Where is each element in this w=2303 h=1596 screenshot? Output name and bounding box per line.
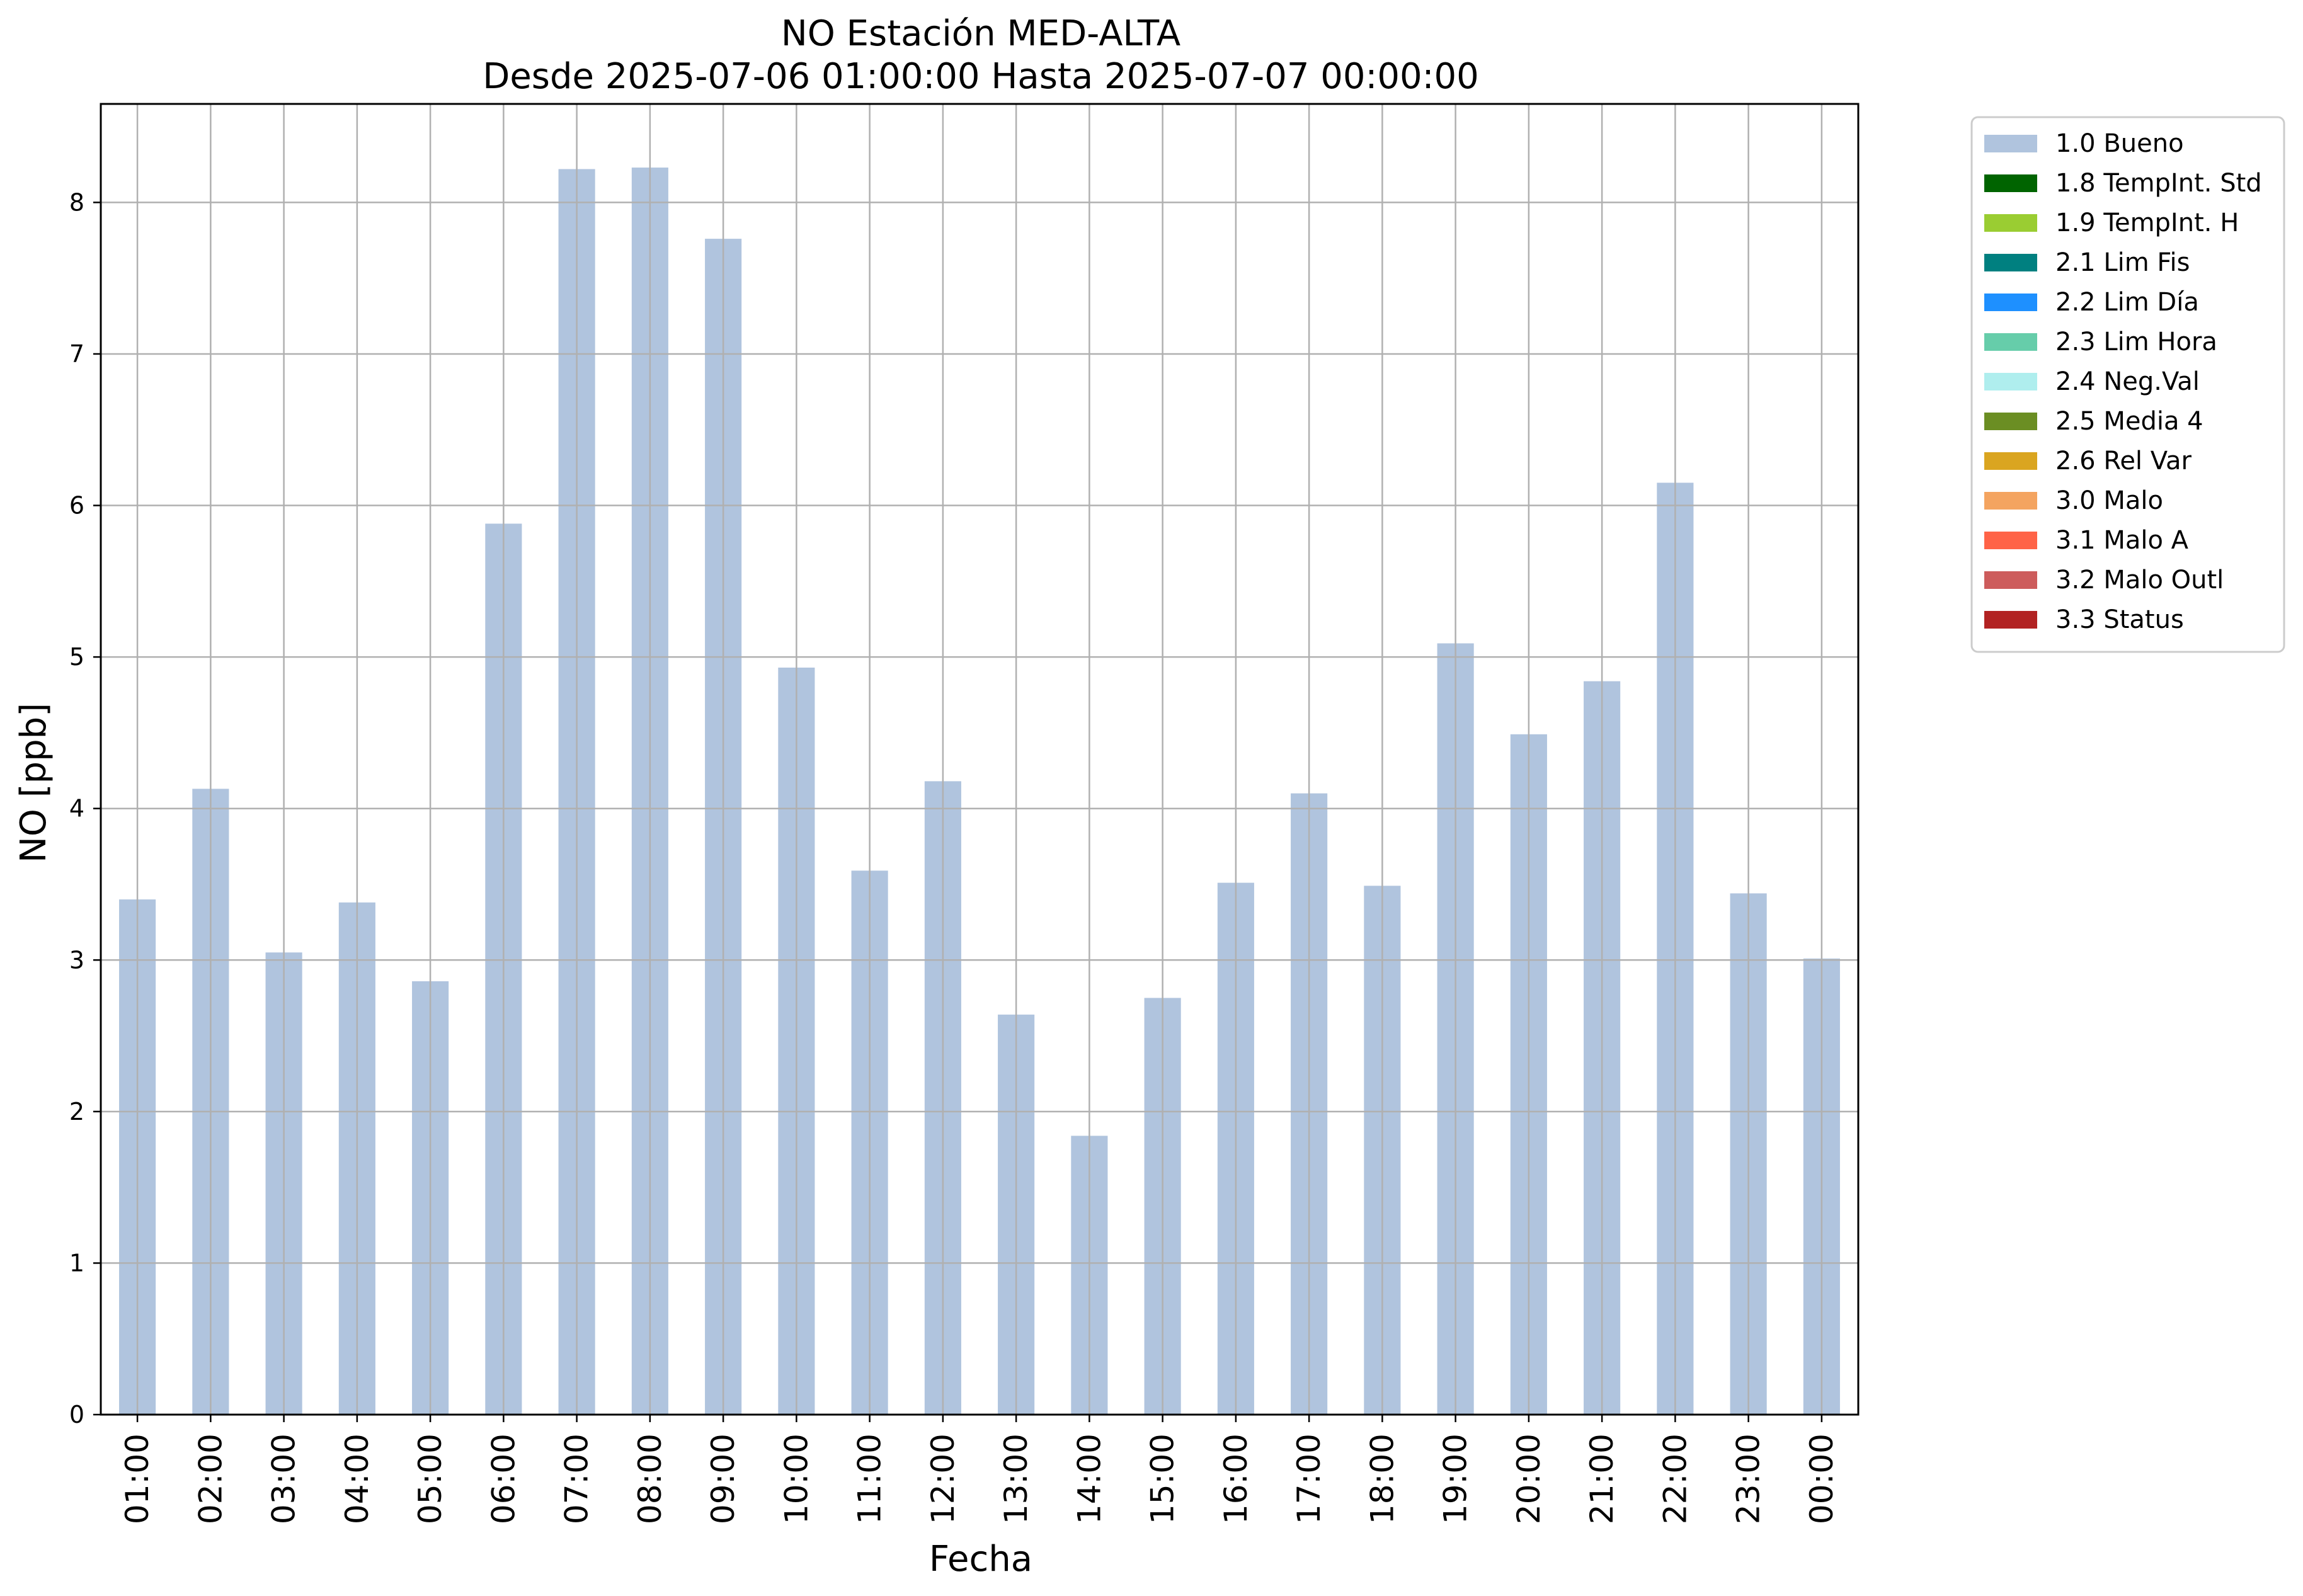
legend-label: 2.2 Lim Día (2055, 288, 2199, 317)
legend-label: 3.3 Status (2055, 605, 2184, 634)
legend-label: 3.2 Malo Outl (2055, 566, 2224, 595)
x-tick-label: 19:00 (1437, 1434, 1474, 1524)
y-tick-label: 8 (69, 188, 84, 216)
legend-swatch (1984, 373, 2037, 390)
legend-label: 2.3 Lim Hora (2055, 328, 2217, 356)
x-tick-label: 05:00 (412, 1434, 449, 1524)
legend-swatch (1984, 413, 2037, 430)
legend-swatch (1984, 452, 2037, 470)
x-axis-label: Fecha (929, 1539, 1032, 1580)
x-tick-label: 15:00 (1145, 1434, 1181, 1524)
legend-swatch (1984, 174, 2037, 192)
x-tick-label: 01:00 (119, 1434, 156, 1524)
x-tick-label: 13:00 (998, 1434, 1034, 1524)
x-tick-label: 22:00 (1657, 1434, 1693, 1524)
legend: 1.0 Bueno 1.8 TempInt. Std 1.9 TempInt. H 2… (1970, 116, 2285, 653)
x-tick-label: 23:00 (1730, 1434, 1767, 1524)
y-tick-label: 1 (69, 1249, 84, 1277)
chart-subtitle: Desde 2025-07-06 01:00:00 Hasta 2025-07-… (483, 56, 1479, 97)
x-tick-label: 21:00 (1584, 1434, 1620, 1524)
x-tick-label: 18:00 (1364, 1434, 1400, 1524)
x-tick-label: 10:00 (778, 1434, 814, 1524)
legend-label: 2.5 Media 4 (2055, 407, 2203, 436)
x-tick-label: 09:00 (705, 1434, 741, 1524)
x-tick-label: 14:00 (1071, 1434, 1107, 1524)
y-tick-label: 5 (69, 643, 84, 671)
x-tick-label: 03:00 (266, 1434, 302, 1524)
legend-swatch (1984, 333, 2037, 351)
plot-frame (100, 103, 1860, 1416)
y-axis-label: NO [ppb] (13, 703, 54, 863)
legend-label: 3.1 Malo A (2055, 526, 2189, 555)
y-tick-label: 3 (69, 946, 84, 974)
x-tick-label: 02:00 (192, 1434, 229, 1524)
plot-area: 0 1 2 3 4 5 6 7 8 01:00 02:00 03:00 04:00 05:00 06:00 0… (69, 103, 1860, 1524)
x-tick-label: 20:00 (1511, 1434, 1547, 1524)
legend-swatch (1984, 294, 2037, 311)
y-tick-label: 2 (69, 1098, 84, 1126)
y-tick-label: 0 (69, 1401, 84, 1428)
x-tick-label: 04:00 (339, 1434, 375, 1524)
x-tick-label: 00:00 (1803, 1434, 1840, 1524)
y-tick-label: 4 (69, 795, 84, 823)
legend-swatch (1984, 571, 2037, 589)
x-tick-label: 11:00 (852, 1434, 888, 1524)
chart-title: NO Estación MED-ALTA (781, 13, 1180, 54)
x-tick-label: 16:00 (1218, 1434, 1254, 1524)
x-tick-label: 07:00 (559, 1434, 595, 1524)
x-tick-label: 17:00 (1291, 1434, 1327, 1524)
x-tick-label: 08:00 (632, 1434, 668, 1524)
legend-swatch (1984, 532, 2037, 549)
x-tick-label: 12:00 (925, 1434, 961, 1524)
legend-swatch (1984, 492, 2037, 510)
legend-label: 3.0 Malo (2055, 486, 2163, 515)
legend-label: 1.0 Bueno (2055, 129, 2184, 158)
legend-box (1970, 116, 2285, 653)
legend-label: 1.8 TempInt. Std (2055, 169, 2262, 198)
legend-label: 2.6 Rel Var (2055, 447, 2192, 476)
legend-label: 2.4 Neg.Val (2055, 367, 2200, 396)
legend-label: 2.1 Lim Fis (2055, 248, 2190, 277)
legend-swatch (1984, 135, 2037, 152)
legend-swatch (1984, 254, 2037, 271)
y-tick-label: 6 (69, 492, 84, 520)
legend-label: 1.9 TempInt. H (2055, 208, 2239, 237)
x-tick-label: 06:00 (485, 1434, 522, 1524)
legend-swatch (1984, 611, 2037, 629)
legend-swatch (1984, 214, 2037, 232)
y-tick-label: 7 (69, 340, 84, 368)
